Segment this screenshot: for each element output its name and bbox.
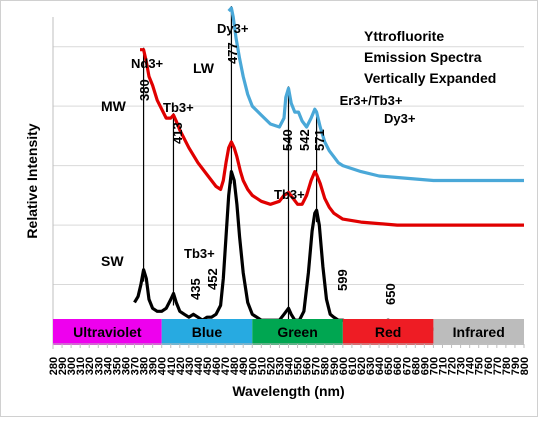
series-line-lw bbox=[227, 6, 524, 183]
x-tick-label: 720 bbox=[447, 357, 459, 375]
peak-marker-lines bbox=[142, 6, 318, 321]
x-tick-label: 430 bbox=[184, 357, 196, 375]
peak-annotation: 599 bbox=[335, 269, 350, 291]
x-tick-label: 800 bbox=[519, 357, 531, 375]
x-axis-title: Wavelength (nm) bbox=[232, 383, 344, 399]
peak-annotation: 435 bbox=[188, 278, 203, 300]
peak-annotation: Tb3+ bbox=[274, 187, 305, 202]
peak-annotation: 477 bbox=[225, 42, 240, 64]
x-tick-label: 580 bbox=[320, 357, 332, 375]
peak-annotation: 540 bbox=[280, 129, 295, 151]
peak-annotation: Tb3+ bbox=[184, 246, 215, 261]
x-tick-label: 710 bbox=[437, 357, 449, 375]
x-tick-label: 630 bbox=[365, 357, 377, 375]
series-label-sw: SW bbox=[101, 253, 124, 269]
x-tick-label: 460 bbox=[211, 357, 223, 375]
x-tick-label: 350 bbox=[111, 357, 123, 375]
x-tick-label: 320 bbox=[84, 357, 96, 375]
x-tick-label: 550 bbox=[293, 357, 305, 375]
band-label: Blue bbox=[192, 324, 223, 340]
text-labels: Relative Intensity Yttrofluorite Emission … bbox=[24, 21, 496, 305]
x-tick-label: 770 bbox=[492, 357, 504, 375]
x-tick-label: 660 bbox=[392, 357, 404, 375]
x-tick-label: 290 bbox=[57, 357, 69, 375]
peak-annotation: 452 bbox=[205, 268, 220, 290]
x-tick-label: 610 bbox=[347, 357, 359, 375]
x-tick-label: 360 bbox=[120, 357, 132, 375]
peak-annotation: 650 bbox=[383, 283, 398, 305]
band-label: Ultraviolet bbox=[73, 324, 142, 340]
x-tick-label: 480 bbox=[229, 357, 241, 375]
chart-title-line: Emission Spectra bbox=[364, 49, 482, 65]
x-tick-label: 730 bbox=[456, 357, 468, 375]
x-tick-label: 790 bbox=[510, 357, 522, 375]
x-tick-label: 510 bbox=[256, 357, 268, 375]
x-tick-label: 640 bbox=[374, 357, 386, 375]
band-infrared bbox=[433, 319, 524, 345]
peak-annotation: 571 bbox=[312, 129, 327, 151]
peak-annotation: Nd3+ bbox=[131, 56, 164, 71]
x-tick-label: 390 bbox=[148, 357, 160, 375]
x-tick-label: 740 bbox=[465, 357, 477, 375]
x-tick-label: 310 bbox=[75, 357, 87, 375]
x-tick-label: 600 bbox=[338, 357, 350, 375]
x-tick-label: 280 bbox=[48, 357, 60, 375]
band-ultraviolet bbox=[53, 319, 162, 345]
band-label: Infrared bbox=[453, 324, 505, 340]
x-tick-label: 760 bbox=[483, 357, 495, 375]
x-tick-label: 540 bbox=[284, 357, 296, 375]
x-tick-label: 450 bbox=[202, 357, 214, 375]
band-blue bbox=[161, 319, 253, 345]
peak-annotation: Tb3+ bbox=[163, 100, 194, 115]
x-tick-label: 330 bbox=[93, 357, 105, 375]
peak-annotation: 413 bbox=[170, 122, 185, 144]
x-tick-label: 680 bbox=[410, 357, 422, 375]
x-tick-label: 650 bbox=[383, 357, 395, 375]
x-tick-label: 500 bbox=[247, 357, 259, 375]
x-tick-label: 780 bbox=[501, 357, 513, 375]
x-tick-label: 520 bbox=[265, 357, 277, 375]
x-tick-label: 410 bbox=[166, 357, 178, 375]
peak-annotation: 542 bbox=[297, 129, 312, 151]
peak-annotation: Dy3+ bbox=[384, 111, 416, 126]
x-tick-label: 560 bbox=[302, 357, 314, 375]
series-line-mw bbox=[140, 48, 524, 227]
peak-annotation: 380 bbox=[137, 79, 152, 101]
chart-title-line: Yttrofluorite bbox=[364, 28, 444, 44]
x-tick-label: 670 bbox=[401, 357, 413, 375]
x-tick-label: 620 bbox=[356, 357, 368, 375]
band-red bbox=[342, 319, 434, 345]
x-tick-label: 340 bbox=[102, 357, 114, 375]
series-label-lw: LW bbox=[193, 60, 215, 76]
x-tick-label: 570 bbox=[311, 357, 323, 375]
band-label: Red bbox=[375, 324, 401, 340]
x-tick-label: 690 bbox=[419, 357, 431, 375]
x-tick-label: 380 bbox=[139, 357, 151, 375]
band-green bbox=[252, 319, 343, 345]
x-tick-label: 440 bbox=[193, 357, 205, 375]
x-axis: 2802903003103203303403503603703803904004… bbox=[48, 343, 531, 399]
x-tick-label: 700 bbox=[428, 357, 440, 375]
y-axis-title: Relative Intensity bbox=[24, 123, 40, 238]
x-tick-label: 590 bbox=[329, 357, 341, 375]
x-tick-label: 400 bbox=[157, 357, 169, 375]
x-tick-label: 750 bbox=[474, 357, 486, 375]
chart-title-line: Vertically Expanded bbox=[364, 70, 496, 86]
series-label-mw: MW bbox=[101, 98, 127, 114]
peak-annotation: Er3+/Tb3+ bbox=[340, 93, 403, 108]
spectral-bands: Ultraviolet Blue Green Red Infrared bbox=[53, 319, 524, 345]
x-tick-label: 420 bbox=[175, 357, 187, 375]
x-tick-label: 530 bbox=[274, 357, 286, 375]
peak-annotation: Dy3+ bbox=[217, 21, 249, 36]
x-tick-label: 370 bbox=[130, 357, 142, 375]
x-tick-label: 300 bbox=[66, 357, 78, 375]
band-label: Green bbox=[277, 324, 317, 340]
x-tick-label: 470 bbox=[220, 357, 232, 375]
x-tick-label: 490 bbox=[238, 357, 250, 375]
